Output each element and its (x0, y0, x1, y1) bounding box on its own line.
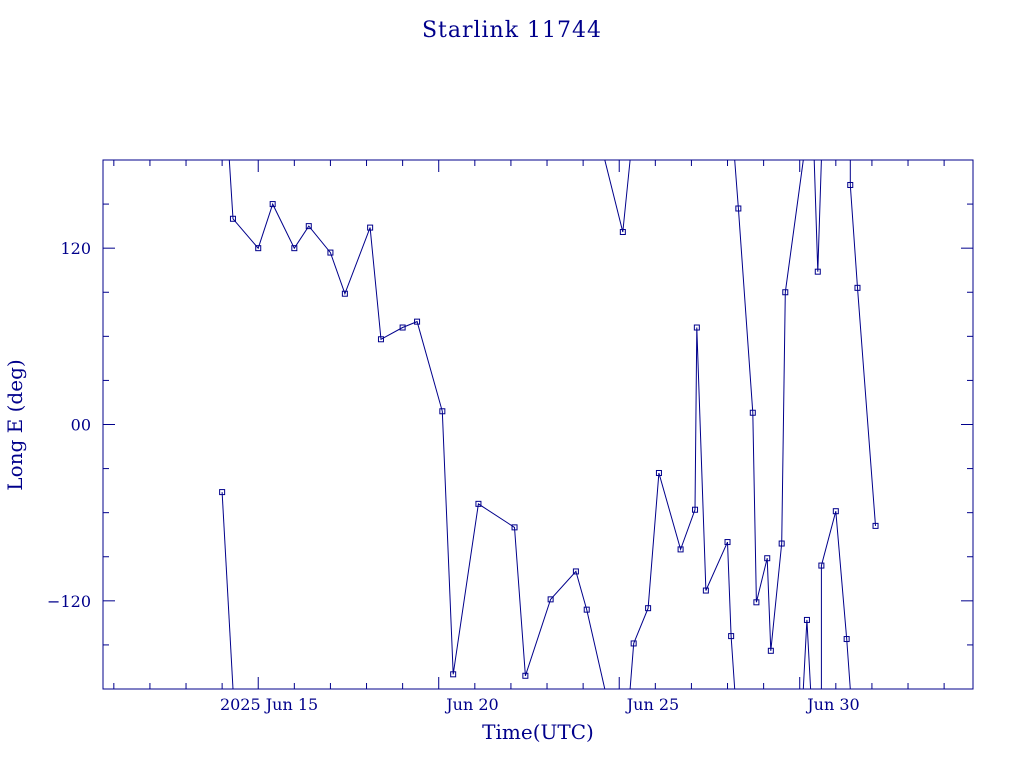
series-lines (221, 159, 876, 690)
data-point (847, 181, 854, 188)
x-axis-label: Time(UTC) (482, 720, 594, 744)
data-point (832, 508, 839, 515)
series-line-8 (849, 160, 876, 526)
data-point (414, 318, 421, 325)
data-point (269, 201, 276, 208)
data-point (511, 524, 518, 531)
data-point (803, 616, 810, 623)
data-point (782, 289, 789, 296)
data-point (630, 640, 637, 647)
data-point (753, 599, 760, 606)
data-point (305, 223, 312, 230)
data-point (439, 408, 446, 415)
y-tick-label: 00 (71, 416, 91, 435)
data-point (291, 245, 298, 252)
data-markers (219, 181, 879, 679)
data-point (728, 633, 735, 640)
data-point (229, 215, 236, 222)
data-point (677, 546, 684, 553)
data-point (399, 324, 406, 331)
y-axis-label: Long E (deg) (3, 359, 27, 490)
data-point (377, 336, 384, 343)
data-point (818, 562, 825, 569)
data-point (619, 229, 626, 236)
data-point (872, 522, 879, 529)
data-point (341, 290, 348, 297)
series-line-3 (629, 327, 736, 690)
data-point (854, 284, 861, 291)
chart-title: Starlink 11744 (422, 18, 602, 43)
data-point (583, 606, 590, 613)
series-line-4 (734, 159, 804, 651)
x-tick-labels: 2025 Jun 15 Jun 20 Jun 25 Jun 30 (220, 695, 860, 714)
data-point (547, 596, 554, 603)
data-point (522, 672, 529, 679)
series-line-6 (810, 159, 822, 272)
data-point (693, 324, 700, 331)
y-tick-label: −120 (47, 592, 91, 611)
data-point (219, 489, 226, 496)
x-tick-label: Jun 20 (444, 695, 498, 714)
data-point (655, 469, 662, 476)
data-point (475, 500, 482, 507)
data-point (702, 587, 709, 594)
series-line-2 (604, 159, 631, 233)
data-point (814, 268, 821, 275)
data-point (749, 409, 756, 416)
x-tick-label: Jun 25 (625, 695, 679, 714)
data-point (778, 540, 785, 547)
axis-ticks (103, 160, 973, 689)
data-point (764, 555, 771, 562)
y-tick-label: 120 (60, 239, 91, 258)
data-point (450, 671, 457, 678)
series-line-5 (802, 619, 812, 690)
x-tick-label: 2025 Jun 15 (220, 695, 318, 714)
series-line-1 (228, 159, 606, 690)
y-tick-labels: 120 00 −120 (47, 239, 91, 611)
data-point (735, 205, 742, 212)
data-point (724, 539, 731, 546)
series-line-7 (820, 511, 851, 690)
data-point (367, 224, 374, 231)
data-point (767, 647, 774, 654)
data-point (327, 249, 334, 256)
data-point (255, 245, 262, 252)
data-point (645, 605, 652, 612)
x-tick-label: Jun 30 (805, 695, 859, 714)
plot-frame (102, 159, 974, 690)
data-point (692, 506, 699, 513)
data-point (572, 568, 579, 575)
series-line-0 (221, 492, 234, 690)
data-point (843, 636, 850, 643)
